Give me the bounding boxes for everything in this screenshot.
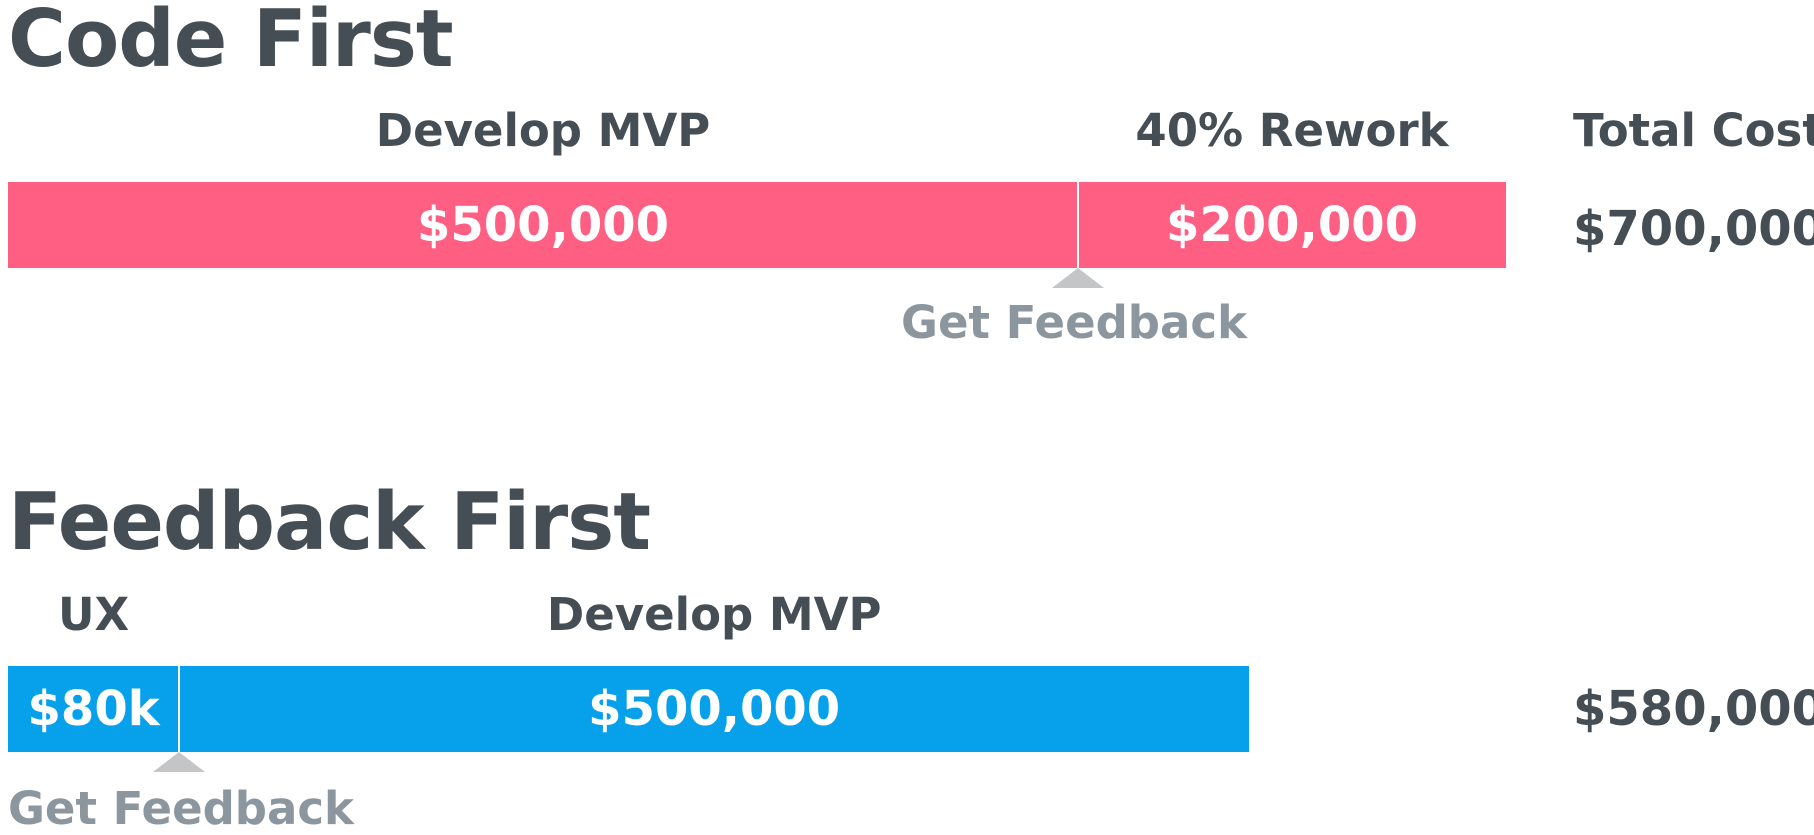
code-first-rework-label: 40% Rework <box>1135 104 1449 157</box>
feedback-first-get-feedback-label: Get Feedback <box>8 782 354 835</box>
feedback-first-develop-mvp-bar: $500,000 <box>179 666 1250 752</box>
code-first-feedback-marker-icon <box>1052 268 1104 288</box>
feedback-first-develop-mvp-value: $500,000 <box>588 681 841 737</box>
feedback-first-ux-bar: $80k <box>8 666 180 752</box>
feedback-first-feedback-marker-icon <box>153 752 206 772</box>
code-first-segment-divider <box>1077 182 1079 268</box>
code-first-develop-mvp-value: $500,000 <box>416 197 670 253</box>
code-first-rework-bar: $200,000 <box>1078 182 1506 268</box>
feedback-first-develop-mvp-label: Develop MVP <box>546 588 882 641</box>
feedback-first-segment-divider <box>178 666 181 752</box>
code-first-get-feedback-label: Get Feedback <box>901 296 1247 349</box>
feedback-first-total-value: $580,000 <box>1573 681 1814 737</box>
code-first-develop-mvp-bar: $500,000 <box>8 182 1078 268</box>
code-first-rework-value: $200,000 <box>1165 197 1419 253</box>
code-first-total-value: $700,000 <box>1573 201 1814 257</box>
total-cost-header: Total Cost <box>1573 104 1814 157</box>
feedback-first-title: Feedback First <box>8 476 651 568</box>
feedback-first-ux-value: $80k <box>27 681 160 737</box>
code-first-develop-mvp-label: Develop MVP <box>375 104 711 157</box>
feedback-first-ux-label: UX <box>57 588 130 641</box>
code-first-title: Code First <box>8 0 454 85</box>
